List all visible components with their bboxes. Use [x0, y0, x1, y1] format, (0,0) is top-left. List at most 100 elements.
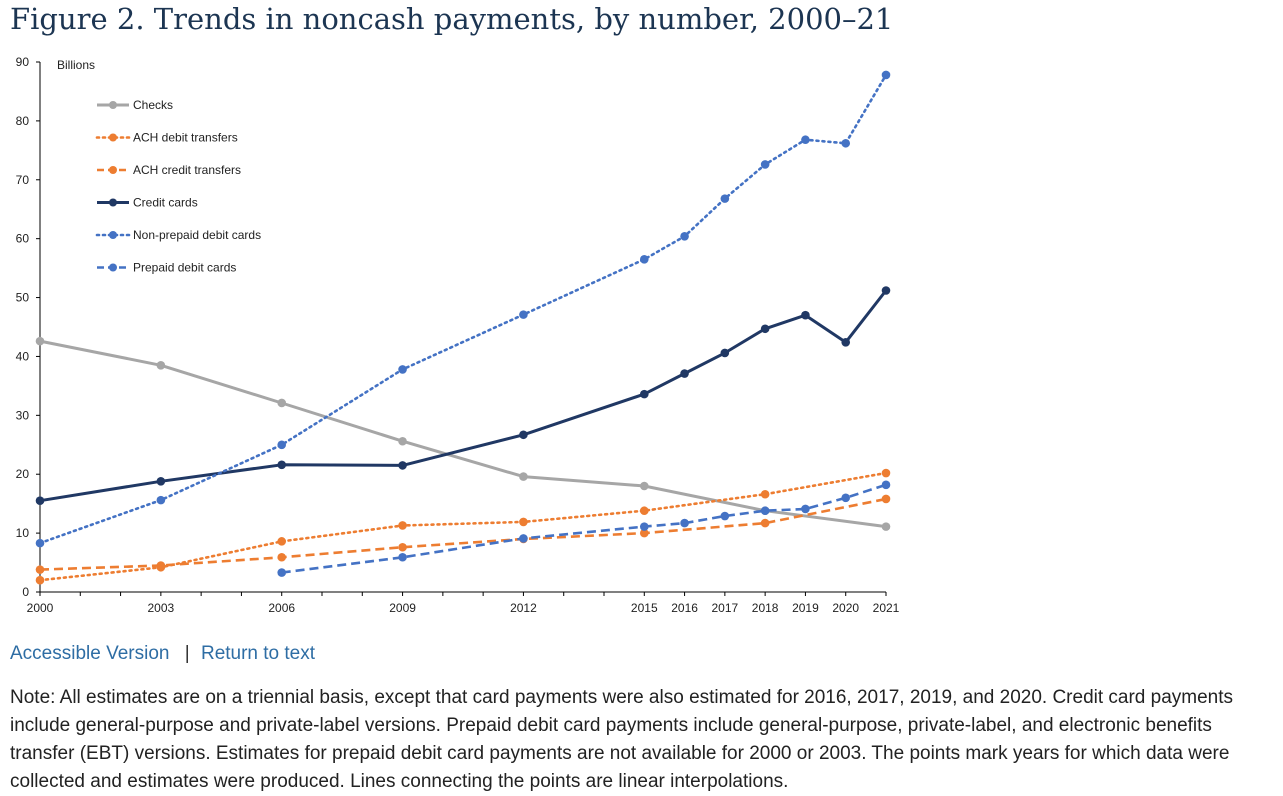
data-point [680, 369, 689, 378]
data-point [35, 575, 45, 585]
data-point [760, 160, 770, 169]
legend-marker [109, 198, 117, 207]
data-point [881, 286, 891, 295]
accessible-version-link[interactable]: Accessible Version [10, 643, 170, 664]
series-line [39, 497, 887, 571]
x-tick-label: 2019 [792, 601, 819, 615]
data-point [639, 389, 649, 399]
x-tick-label: 2006 [268, 601, 295, 615]
x-tick-label: 2020 [832, 601, 859, 615]
data-point [680, 518, 689, 528]
y-tick-label: 80 [16, 114, 30, 128]
y-tick-label: 40 [16, 349, 30, 363]
x-tick-label: 2000 [27, 601, 54, 615]
figure-note: Note: All estimates are on a triennial b… [10, 687, 1234, 792]
data-point [881, 494, 891, 504]
data-point [760, 518, 770, 528]
data-point [639, 528, 649, 538]
x-tick-label: 2018 [752, 601, 779, 615]
data-point [760, 324, 770, 334]
y-tick-label: 30 [16, 408, 30, 422]
data-point [277, 398, 287, 408]
series-line [39, 339, 887, 529]
data-point [881, 480, 891, 490]
y-tick-label: 60 [16, 232, 30, 246]
return-to-text-link[interactable]: Return to text [200, 643, 316, 664]
series-line [38, 73, 888, 545]
data-point [801, 310, 810, 320]
data-point [35, 565, 45, 574]
legend-marker [109, 231, 117, 239]
data-point [398, 521, 407, 530]
data-point [277, 568, 287, 577]
legend-label: ACH debit transfers [133, 131, 238, 145]
data-point [519, 430, 528, 440]
data-point [720, 511, 730, 521]
legend-label: ACH credit transfers [133, 163, 241, 177]
data-point [277, 552, 287, 562]
data-point [841, 493, 851, 503]
y-tick-label: 90 [16, 55, 30, 69]
data-point [720, 194, 730, 203]
y-tick-label: 50 [16, 291, 30, 305]
y-tick-label: 10 [16, 526, 30, 540]
x-tick-label: 2017 [712, 601, 739, 615]
data-point [841, 338, 851, 347]
data-point [639, 522, 649, 531]
series-line [38, 471, 888, 582]
legend-label: Prepaid debit cards [133, 261, 236, 275]
data-point [35, 496, 45, 506]
data-point [801, 504, 810, 514]
data-point [156, 360, 166, 370]
data-point [639, 481, 649, 491]
data-point [639, 506, 649, 516]
legend-marker [109, 263, 117, 272]
data-point [760, 489, 770, 499]
legend-marker [109, 166, 117, 174]
data-point [398, 436, 407, 446]
data-point [398, 552, 407, 562]
legend-marker [109, 101, 117, 109]
legend-label: Checks [133, 98, 173, 112]
y-tick-label: 0 [22, 585, 29, 599]
data-point [720, 348, 730, 358]
data-point [398, 461, 407, 470]
series-line [281, 483, 887, 574]
legend-label: Credit cards [133, 196, 198, 210]
data-point [680, 232, 689, 241]
data-point [881, 522, 891, 531]
y-axis-label: Billions [57, 58, 95, 72]
x-tick-label: 2016 [671, 601, 698, 615]
data-point [277, 537, 287, 546]
data-point [156, 561, 166, 570]
data-point [801, 135, 810, 145]
data-point [841, 138, 851, 148]
line-chart: 0 10 20 30 40 50 60 70 80 90 Billions 2000 2003 2006 2… [16, 55, 900, 615]
data-point [519, 310, 528, 319]
data-point [35, 336, 45, 346]
y-tick-label: 20 [16, 467, 30, 481]
figure-title: Figure 2. Trends in noncash payments, by… [10, 2, 894, 36]
data-point [277, 460, 287, 470]
series-line [39, 289, 888, 503]
y-tick-label: 70 [16, 173, 30, 187]
data-point [35, 538, 45, 548]
data-point [398, 542, 407, 552]
legend-label: Non-prepaid debit cards [133, 228, 261, 242]
data-point [881, 70, 891, 80]
data-point [881, 468, 891, 478]
data-point [519, 472, 528, 481]
data-point [398, 365, 407, 374]
x-tick-label: 2021 [873, 601, 900, 615]
x-tick-label: 2009 [389, 601, 416, 615]
x-tick-label: 2015 [631, 601, 658, 615]
x-tick-label: 2003 [148, 601, 175, 615]
figure-links: Accessible Version | Return to text [10, 643, 315, 665]
x-tick-label: 2012 [510, 601, 537, 615]
data-point [277, 440, 287, 450]
data-point [639, 254, 649, 264]
data-point [519, 534, 528, 543]
data-point [156, 495, 166, 505]
data-point [519, 517, 528, 527]
data-point [760, 506, 770, 516]
